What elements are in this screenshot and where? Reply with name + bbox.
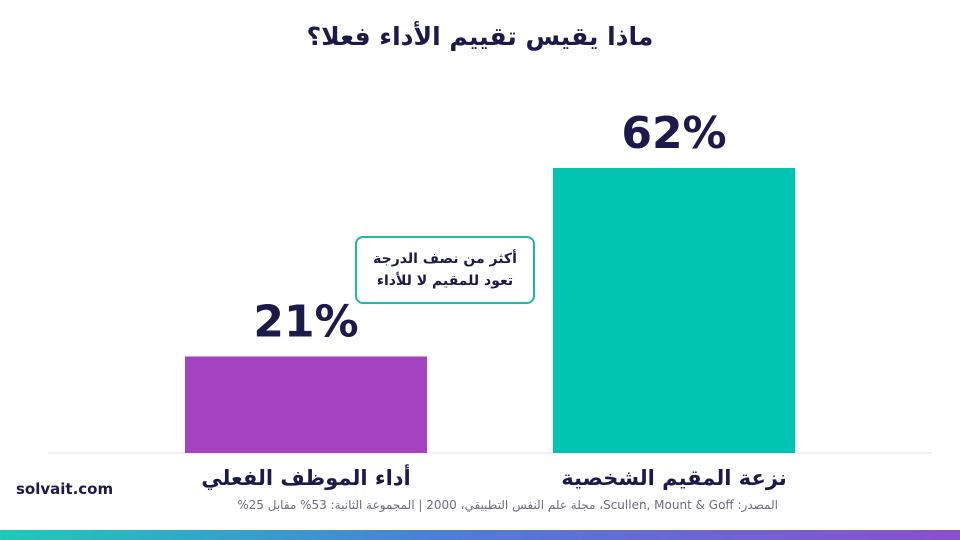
category-label-1: أداء الموظف الفعلي	[201, 463, 411, 490]
callout-line-1: أكثر من نصف الدرجة	[373, 251, 517, 267]
bar-2	[553, 168, 795, 453]
brand-logo: solvait.com	[16, 480, 114, 498]
category-label-2: نزعة المقيم الشخصية	[561, 466, 787, 490]
annotation-callout: أكثر من نصف الدرجة تعود للمقيم لا للأداء	[355, 236, 535, 304]
bar-1	[185, 356, 427, 453]
decorative-bottom-bar	[0, 530, 960, 540]
chart-title: ماذا يقيس تقييم الأداء فعلا؟	[306, 22, 654, 51]
data-label-1: 21%	[253, 296, 358, 347]
data-label-2: 62%	[621, 108, 726, 159]
source-note: المصدر: Scullen, Mount & Goff، مجلة علم …	[237, 498, 778, 512]
callout-line-2: تعود للمقيم لا للأداء	[376, 273, 514, 289]
